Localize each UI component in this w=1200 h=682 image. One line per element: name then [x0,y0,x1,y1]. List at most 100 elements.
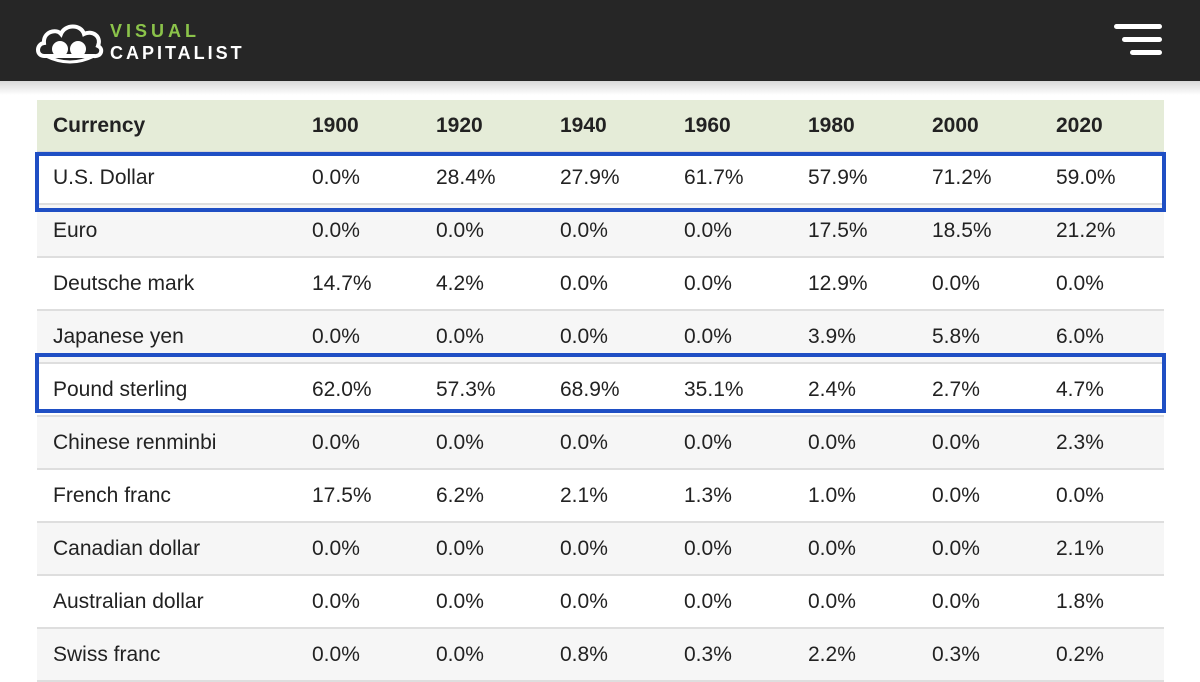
percentage-cell: 0.0% [792,575,916,629]
hamburger-menu-button[interactable] [1114,22,1164,58]
percentage-cell: 0.0% [916,469,1040,523]
percentage-cell: 62.0% [296,363,420,417]
table-row: Japanese yen 0.0% 0.0% 0.0% 0.0% 3.9% 5.8% 6.0% [37,310,1164,364]
percentage-cell: 0.0% [792,522,916,576]
table-row: U.S. Dollar 0.0% 28.4% 27.9% 61.7% 57.9% 71.2%… [37,151,1164,205]
percentage-cell: 6.0% [1040,310,1164,364]
column-header-year: 1900 [296,100,420,152]
percentage-cell: 0.0% [544,575,668,629]
percentage-cell: 2.4% [792,363,916,417]
column-header-currency: Currency [37,100,296,152]
percentage-cell: 0.0% [544,310,668,364]
percentage-cell: 27.9% [544,151,668,205]
percentage-cell: 0.3% [916,628,1040,682]
percentage-cell: 71.2% [916,151,1040,205]
percentage-cell: 0.0% [420,416,544,470]
table-row: Pound sterling 62.0% 57.3% 68.9% 35.1% 2.4% 2.… [37,363,1164,417]
percentage-cell: 0.0% [296,204,420,258]
percentage-cell: 6.2% [420,469,544,523]
percentage-cell: 28.4% [420,151,544,205]
currency-name-cell: Euro [37,204,296,258]
percentage-cell: 17.5% [296,469,420,523]
percentage-cell: 4.2% [420,257,544,311]
table-row: Euro 0.0% 0.0% 0.0% 0.0% 17.5% 18.5% 21.2% [37,204,1164,258]
percentage-cell: 5.8% [916,310,1040,364]
percentage-cell: 17.5% [792,204,916,258]
percentage-cell: 0.0% [668,310,792,364]
currency-share-table: Currency 1900 1920 1940 1960 1980 2000 2… [37,100,1164,682]
percentage-cell: 0.0% [296,416,420,470]
percentage-cell: 0.0% [296,522,420,576]
column-header-year: 1940 [544,100,668,152]
percentage-cell: 0.0% [296,575,420,629]
percentage-cell: 0.0% [420,204,544,258]
percentage-cell: 0.0% [296,310,420,364]
percentage-cell: 59.0% [1040,151,1164,205]
currency-name-cell: Pound sterling [37,363,296,417]
percentage-cell: 0.0% [1040,257,1164,311]
percentage-cell: 0.0% [544,257,668,311]
percentage-cell: 61.7% [668,151,792,205]
column-header-year: 2000 [916,100,1040,152]
logo-cloud-icon [36,24,104,64]
logo-text-capitalist: CAPITALIST [110,43,245,63]
percentage-cell: 1.8% [1040,575,1164,629]
table-row: French franc 17.5% 6.2% 2.1% 1.3% 1.0% 0.0% 0.0… [37,469,1164,523]
table-row: Swiss franc 0.0% 0.0% 0.8% 0.3% 2.2% 0.3% 0.2% [37,628,1164,682]
percentage-cell: 0.0% [668,204,792,258]
percentage-cell: 1.0% [792,469,916,523]
percentage-cell: 57.9% [792,151,916,205]
table-row: Chinese renminbi 0.0% 0.0% 0.0% 0.0% 0.0% 0.0%… [37,416,1164,470]
table-row: Australian dollar 0.0% 0.0% 0.0% 0.0% 0.0% 0.0… [37,575,1164,629]
percentage-cell: 2.1% [1040,522,1164,576]
percentage-cell: 0.0% [296,151,420,205]
currency-name-cell: Chinese renminbi [37,416,296,470]
percentage-cell: 2.3% [1040,416,1164,470]
percentage-cell: 2.1% [544,469,668,523]
percentage-cell: 0.0% [668,416,792,470]
percentage-cell: 14.7% [296,257,420,311]
percentage-cell: 0.0% [544,416,668,470]
percentage-cell: 0.0% [668,257,792,311]
visual-capitalist-logo[interactable]: VISUAL CAPITALIST [34,16,264,68]
percentage-cell: 0.0% [420,628,544,682]
percentage-cell: 0.0% [544,204,668,258]
percentage-cell: 0.0% [296,628,420,682]
table-row: Deutsche mark 14.7% 4.2% 0.0% 0.0% 12.9% 0.0% 0… [37,257,1164,311]
currency-name-cell: Canadian dollar [37,522,296,576]
percentage-cell: 68.9% [544,363,668,417]
currency-name-cell: U.S. Dollar [37,151,296,205]
percentage-cell: 0.2% [1040,628,1164,682]
percentage-cell: 0.0% [420,522,544,576]
percentage-cell: 1.3% [668,469,792,523]
percentage-cell: 2.2% [792,628,916,682]
percentage-cell: 2.7% [916,363,1040,417]
percentage-cell: 0.0% [916,416,1040,470]
percentage-cell: 18.5% [916,204,1040,258]
percentage-cell: 35.1% [668,363,792,417]
percentage-cell: 4.7% [1040,363,1164,417]
currency-name-cell: Australian dollar [37,575,296,629]
percentage-cell: 0.0% [544,522,668,576]
percentage-cell: 0.0% [668,575,792,629]
percentage-cell: 0.0% [1040,469,1164,523]
percentage-cell: 0.0% [792,416,916,470]
currency-name-cell: French franc [37,469,296,523]
percentage-cell: 57.3% [420,363,544,417]
table-header-row: Currency 1900 1920 1940 1960 1980 2000 2… [37,100,1164,152]
column-header-year: 1920 [420,100,544,152]
percentage-cell: 0.3% [668,628,792,682]
percentage-cell: 21.2% [1040,204,1164,258]
percentage-cell: 0.0% [916,575,1040,629]
percentage-cell: 0.0% [668,522,792,576]
percentage-cell: 0.0% [916,522,1040,576]
percentage-cell: 12.9% [792,257,916,311]
percentage-cell: 0.0% [916,257,1040,311]
percentage-cell: 0.0% [420,310,544,364]
table-row: Canadian dollar 0.0% 0.0% 0.0% 0.0% 0.0% 0.0% 2… [37,522,1164,576]
column-header-year: 2020 [1040,100,1164,152]
column-header-year: 1980 [792,100,916,152]
percentage-cell: 0.0% [420,575,544,629]
header-shadow [0,81,1200,95]
logo-text-visual: VISUAL [110,21,201,41]
